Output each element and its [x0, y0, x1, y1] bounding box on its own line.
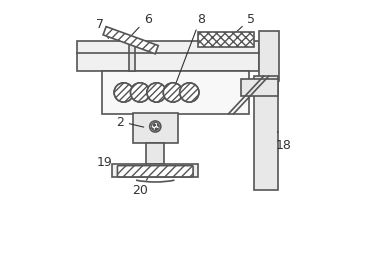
- Text: 8: 8: [174, 12, 205, 89]
- Bar: [132, 113, 178, 143]
- Text: 18: 18: [276, 132, 292, 151]
- Bar: [103, 27, 158, 55]
- Circle shape: [163, 84, 183, 103]
- Bar: [146, 143, 164, 165]
- Circle shape: [114, 84, 133, 103]
- Bar: [254, 77, 277, 190]
- Circle shape: [163, 84, 183, 103]
- Circle shape: [150, 121, 161, 133]
- Text: 7: 7: [96, 18, 108, 39]
- Circle shape: [114, 84, 133, 103]
- Circle shape: [131, 84, 150, 103]
- Circle shape: [180, 84, 199, 103]
- Text: 20: 20: [132, 179, 148, 196]
- Bar: [77, 42, 259, 72]
- Bar: [112, 165, 198, 177]
- Text: 19: 19: [97, 156, 123, 172]
- Circle shape: [147, 84, 166, 103]
- Circle shape: [180, 84, 199, 103]
- Circle shape: [147, 84, 166, 103]
- Circle shape: [151, 123, 159, 131]
- Bar: [241, 79, 277, 97]
- FancyBboxPatch shape: [117, 166, 193, 177]
- Circle shape: [131, 84, 150, 103]
- Bar: [259, 31, 279, 82]
- Bar: [129, 43, 135, 72]
- Bar: [102, 72, 249, 115]
- Text: 2: 2: [116, 116, 144, 129]
- Text: 6: 6: [132, 12, 152, 36]
- Bar: [198, 33, 254, 48]
- Text: 5: 5: [231, 12, 255, 38]
